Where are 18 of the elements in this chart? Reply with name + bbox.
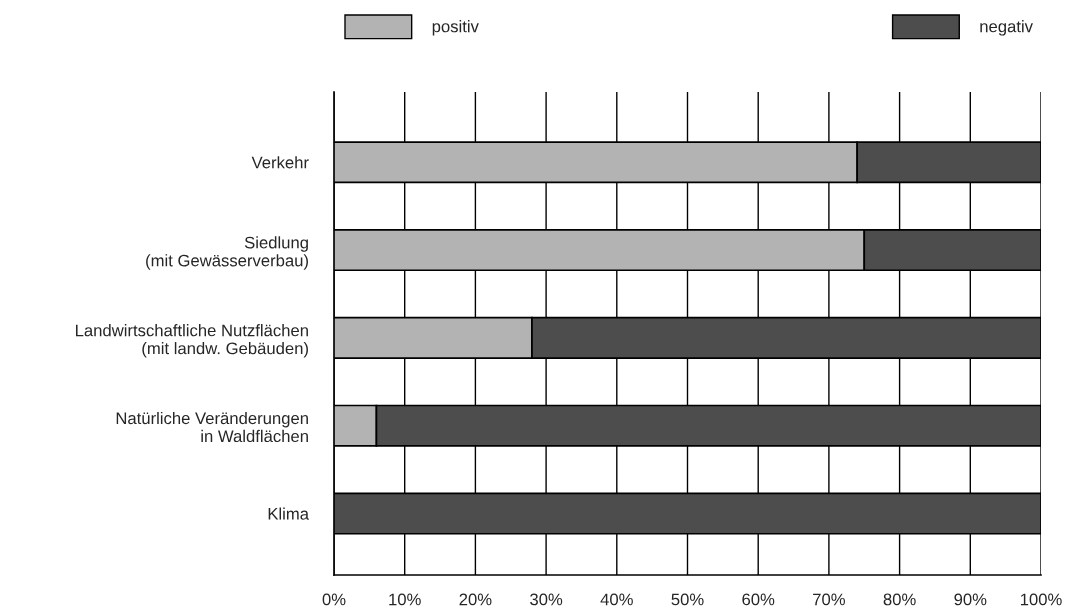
x-tick-label: 20% [459,593,492,606]
y-tick-label: Klima [268,507,309,520]
x-tick-label: 100% [1020,593,1062,606]
x-tick-label: 60% [742,593,775,606]
x-tick-label: 0% [322,593,346,606]
x-tick-label: 10% [389,593,421,606]
legend-label: positiv [432,20,479,36]
legend-label: negativ [980,20,1033,36]
x-tick-label: 40% [600,593,633,606]
x-tick-label: 50% [671,593,704,606]
x-tick-label: 70% [813,593,845,606]
x-tick-label: 90% [954,593,987,606]
x-tick-label: 80% [883,593,916,606]
y-tick-label: Landwirtschaftliche Nutzflächen (mit landw. Gebäuden) [76,324,308,358]
y-tick-label: Natürliche Veränderungen in Waldflächen [116,411,308,443]
y-tick-label: Verkehr [251,156,309,169]
y-tick-label: Siedlung (mit Gewässerverbau) [146,236,308,270]
x-tick-label: 30% [530,593,563,606]
